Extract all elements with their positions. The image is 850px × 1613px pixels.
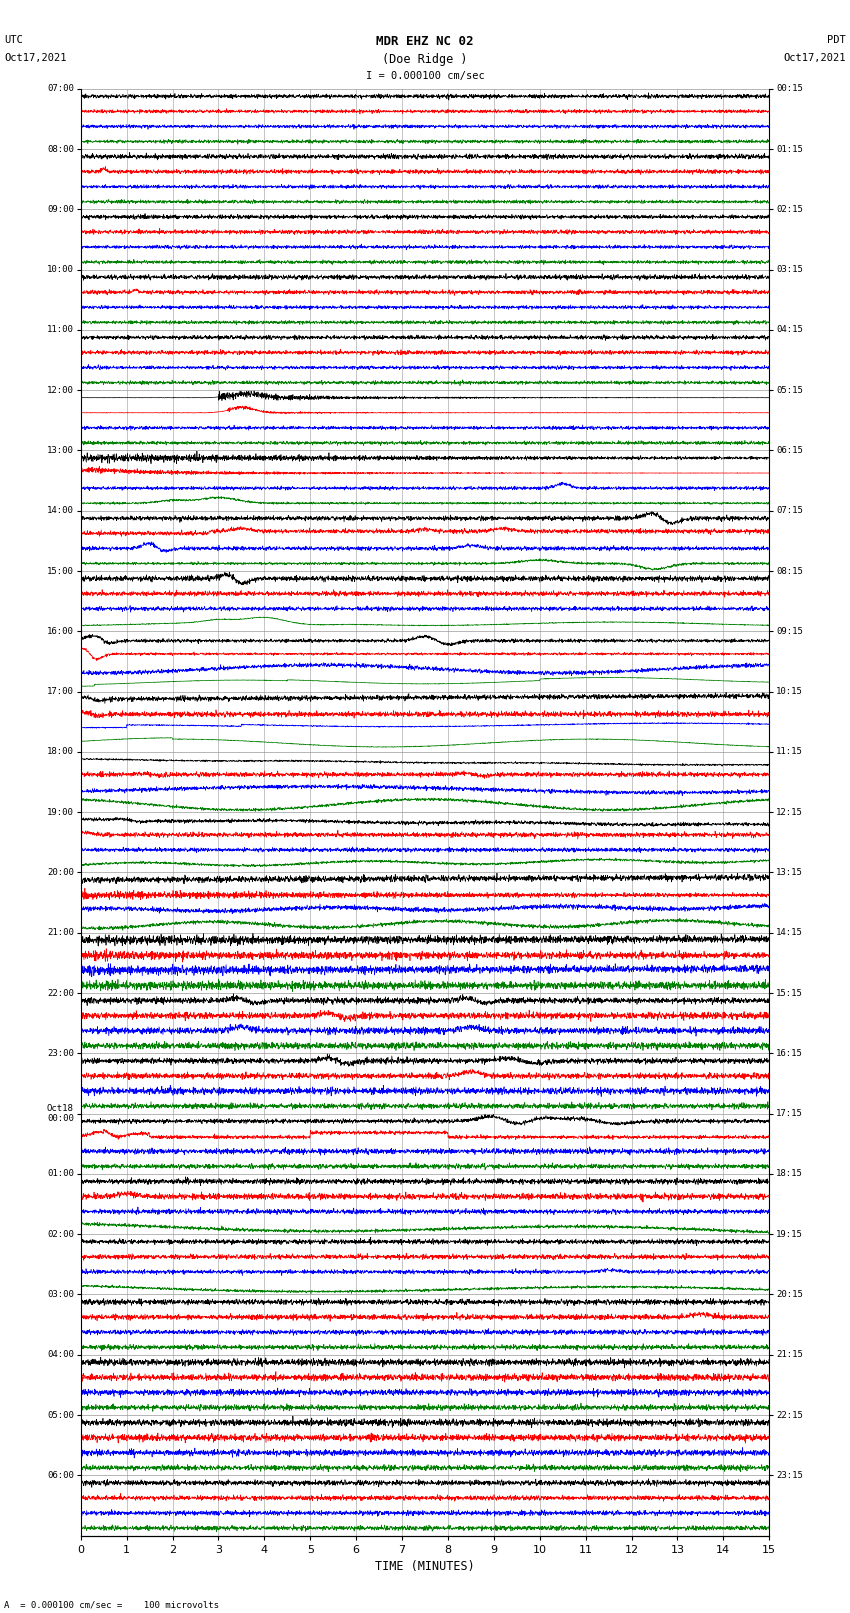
Text: PDT: PDT <box>827 35 846 45</box>
Text: UTC: UTC <box>4 35 23 45</box>
Text: Oct17,2021: Oct17,2021 <box>783 53 846 63</box>
Text: I = 0.000100 cm/sec: I = 0.000100 cm/sec <box>366 71 484 81</box>
Text: MDR EHZ NC 02: MDR EHZ NC 02 <box>377 35 473 48</box>
Text: (Doe Ridge ): (Doe Ridge ) <box>382 53 468 66</box>
Text: A  = 0.000100 cm/sec =    100 microvolts: A = 0.000100 cm/sec = 100 microvolts <box>4 1600 219 1610</box>
Text: Oct17,2021: Oct17,2021 <box>4 53 67 63</box>
X-axis label: TIME (MINUTES): TIME (MINUTES) <box>375 1560 475 1573</box>
